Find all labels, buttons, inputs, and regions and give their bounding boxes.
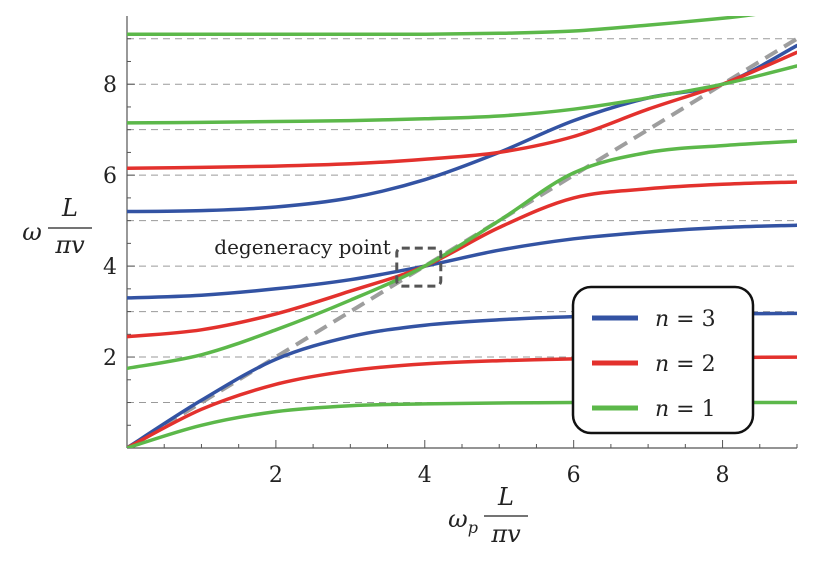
x-tick-label: 6 bbox=[567, 463, 581, 488]
x-axis-label-numerator: L bbox=[497, 483, 514, 511]
degeneracy-box bbox=[395, 246, 443, 288]
legend-box bbox=[571, 285, 755, 435]
y-axis-label-denominator: πv bbox=[54, 231, 85, 259]
y-axis-label-numerator: L bbox=[61, 194, 78, 222]
series-n1-branch-4 bbox=[127, 16, 756, 36]
axes: 2 4 6 8 2 4 6 8 bbox=[103, 16, 798, 488]
x-tick-label: 2 bbox=[269, 463, 283, 488]
y-axis-label-prefix: ω bbox=[22, 218, 42, 246]
legend-label: n = 1 bbox=[655, 397, 716, 422]
annotation-group: degeneracy point bbox=[214, 235, 443, 288]
series-n1-branch-3 bbox=[127, 64, 797, 125]
series-n3-branch-2 bbox=[127, 223, 797, 300]
series-n1-branch-2 bbox=[127, 139, 797, 371]
legend-label: n = 3 bbox=[655, 307, 716, 332]
x-tick-label: 8 bbox=[716, 463, 730, 488]
y-tick-label: 6 bbox=[103, 164, 117, 189]
y-tick-label: 2 bbox=[103, 346, 117, 371]
y-tick-label: 4 bbox=[103, 255, 117, 280]
y-tick-label: 8 bbox=[103, 73, 117, 98]
x-axis-label-prefix: ωp bbox=[448, 505, 478, 537]
series-n2-branch-3 bbox=[127, 50, 797, 171]
legend: n = 3 n = 2 n = 1 bbox=[571, 285, 755, 435]
x-tick-label: 4 bbox=[418, 463, 432, 488]
x-axis-label-denominator: πv bbox=[490, 520, 521, 548]
legend-label: n = 2 bbox=[655, 352, 716, 377]
series-n2-branch-2 bbox=[127, 180, 797, 339]
degeneracy-label: degeneracy point bbox=[214, 235, 391, 259]
